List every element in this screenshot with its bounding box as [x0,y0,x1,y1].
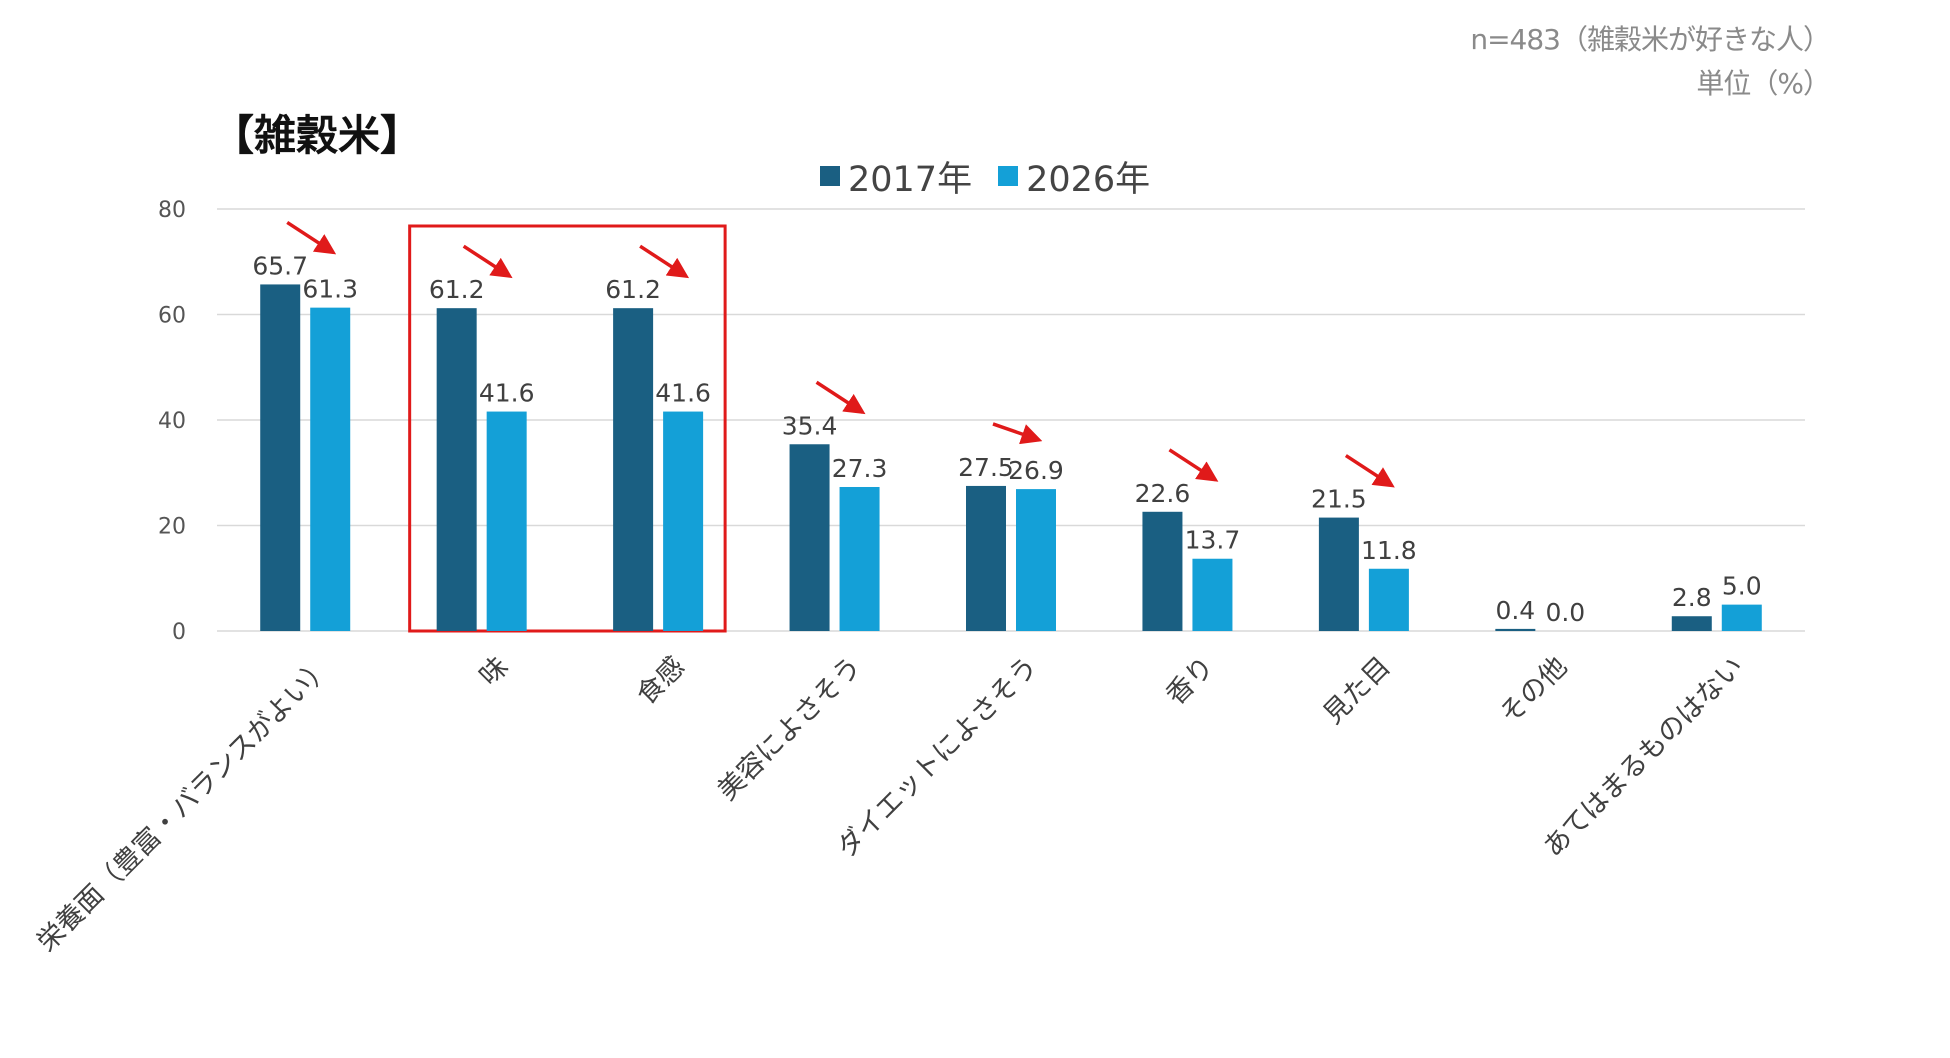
category-label: ダイエットによさそう [831,651,1044,864]
bar-2026 [1016,489,1056,631]
bar-2026 [1368,568,1409,631]
y-tick-label: 40 [158,409,186,434]
sample-size-note: n=483（雑穀米が好きな人） [1470,23,1831,56]
decrease-arrow [462,244,513,279]
data-label: 27.3 [832,454,888,483]
decrease-arrow [992,422,1043,445]
data-label: 61.2 [605,275,661,304]
data-label: 11.8 [1361,536,1417,565]
bar-2017 [1671,616,1712,631]
data-label: 21.5 [1311,485,1367,514]
legend-item-2026: 2026年 [998,151,1150,202]
y-tick-label: 0 [172,620,186,645]
category-label: 香り [1160,651,1220,711]
bar-2026 [1192,558,1233,631]
data-label: 41.6 [479,379,535,408]
bar-2026 [486,411,527,631]
data-label: 65.7 [252,251,308,280]
decrease-arrow [815,380,866,415]
category-label: 見た目 [1318,651,1397,730]
bar-2017 [966,485,1006,631]
category-label: 味 [474,651,515,692]
bar-2026 [839,486,880,631]
legend: 2017年 2026年 [820,156,1176,200]
y-tick-label: 60 [158,304,186,329]
category-label: 栄養面（豊富・バランスがよい） [31,651,338,958]
y-tick-label: 20 [158,515,186,540]
bar-2026 [310,307,351,631]
bar-2017 [613,308,654,631]
legend-swatch-2017 [820,166,840,186]
data-label: 41.6 [655,379,711,408]
bar-2026 [1721,604,1762,631]
data-label: 22.6 [1135,479,1191,508]
decrease-arrow [286,220,337,255]
bar-2026 [663,411,704,631]
data-label: 27.5 [958,453,1014,482]
category-label: その他 [1494,651,1573,730]
highlight-box [408,224,727,633]
bar-2017 [1318,517,1359,631]
data-label: 0.0 [1545,598,1585,627]
data-label: 2.8 [1672,583,1712,612]
bar-2017 [436,308,477,631]
data-label: 61.2 [429,275,485,304]
bar-2017 [1495,628,1536,631]
legend-label-2026: 2026年 [1026,159,1151,200]
data-label: 13.7 [1185,526,1241,555]
data-label: 0.4 [1495,596,1535,625]
decrease-arrow [1168,448,1219,482]
data-label: 26.9 [1008,456,1064,485]
decrease-arrow [1344,454,1395,488]
legend-swatch-2026 [998,166,1019,186]
unit-note: 単位（%） [1696,67,1831,100]
category-label: 食感 [631,651,691,711]
category-label: あてはまるものはない [1538,651,1750,863]
chart-title: 【雑穀米】 [212,111,423,160]
bar-2017 [789,444,830,631]
data-label: 61.3 [302,275,358,304]
category-label: 美容によさそう [712,651,868,807]
data-label: 5.0 [1722,572,1762,601]
data-label: 35.4 [782,411,838,440]
bar-2017 [260,284,301,631]
legend-label-2017: 2017年 [848,159,973,200]
legend-item-2017: 2017年 [820,151,972,202]
y-tick-label: 80 [158,198,186,223]
bar-2017 [1142,511,1183,631]
decrease-arrow [639,244,690,279]
